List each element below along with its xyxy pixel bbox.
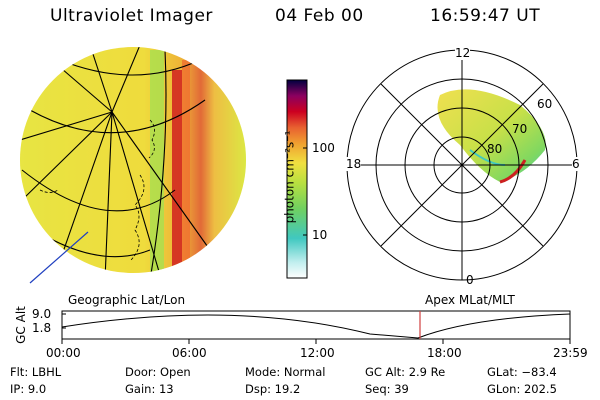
mlt-label-6: 6: [572, 157, 580, 171]
timeline-ylabel: GC Alt: [13, 306, 28, 344]
timeline-xtick-1200: 12:00: [300, 346, 335, 360]
timeline-xtick-2359: 23:59: [553, 346, 588, 360]
info-mode: Mode: Normal: [245, 365, 326, 379]
info-flt: Flt: LBHL: [10, 365, 62, 379]
timeline-ytick-9: 9.0: [32, 307, 52, 321]
colorbar-tick-10: 10: [312, 228, 328, 242]
mlt-label-18: 18: [346, 157, 362, 171]
mlat-label-80: 80: [487, 142, 503, 156]
info-gcalt: GC Alt: 2.9 Re: [365, 365, 446, 379]
geographic-image: [20, 47, 246, 284]
info-ip: IP: 9.0: [10, 382, 47, 396]
polar-plot: [346, 49, 578, 281]
timeline-plot: [61, 310, 571, 344]
timeline-ytick-1-8: 1.8: [32, 321, 52, 335]
colorbar: [286, 79, 308, 279]
colorbar-tick-100: 100: [312, 141, 335, 155]
info-gain: Gain: 13: [125, 382, 174, 396]
timeline-xtick-0600: 06:00: [172, 346, 207, 360]
timeline-xtick-0000: 00:00: [46, 346, 81, 360]
timeline-xtick-1800: 18:00: [427, 346, 462, 360]
info-glat: GLat: −83.4: [487, 365, 557, 379]
colorbar-unit-label: photon cm⁻²s⁻¹: [282, 130, 297, 224]
info-seq: Seq: 39: [365, 382, 409, 396]
info-glon: GLon: 202.5: [487, 382, 557, 396]
right-panel-label: Apex MLat/MLT: [425, 293, 515, 307]
mlt-label-0: 0: [466, 273, 474, 287]
date-label: 04 Feb 00: [275, 6, 364, 26]
time-label: 16:59:47 UT: [430, 6, 541, 26]
info-dsp: Dsp: 19.2: [245, 382, 301, 396]
app-title: Ultraviolet Imager: [50, 6, 213, 26]
info-door: Door: Open: [125, 365, 191, 379]
mlat-label-70: 70: [512, 122, 528, 136]
mlt-label-12: 12: [455, 46, 471, 60]
mlat-label-60: 60: [537, 97, 553, 111]
left-panel-label: Geographic Lat/Lon: [68, 293, 186, 307]
